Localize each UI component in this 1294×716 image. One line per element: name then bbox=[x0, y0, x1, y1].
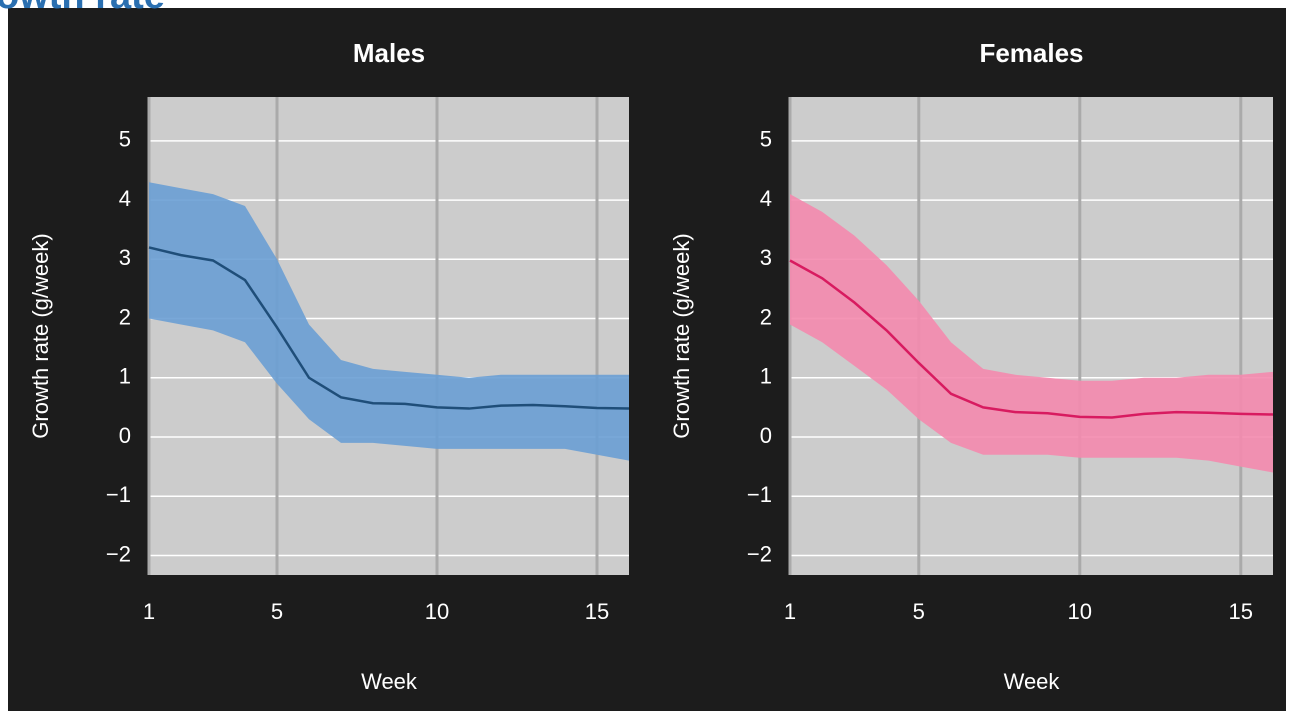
y-tick-label: 5 bbox=[119, 127, 131, 152]
y-tick-label: 2 bbox=[119, 304, 131, 329]
spread-band bbox=[790, 194, 1273, 473]
plot-background bbox=[149, 97, 629, 575]
y-tick-label: 3 bbox=[119, 245, 131, 270]
y-tick-label: 2 bbox=[760, 304, 772, 329]
y-tick-label: 0 bbox=[760, 423, 772, 448]
panel-title: Females bbox=[979, 38, 1083, 68]
page-title: owth rate bbox=[0, 0, 165, 17]
y-axis-label: Growth rate (g/week) bbox=[28, 233, 53, 438]
y-tick-label: 0 bbox=[119, 423, 131, 448]
x-tick-label: 10 bbox=[1068, 599, 1092, 624]
y-tick-label: 1 bbox=[119, 364, 131, 389]
mean-line bbox=[789, 259, 1274, 419]
mean-line bbox=[148, 246, 630, 410]
y-axis-label: Growth rate (g/week) bbox=[669, 233, 694, 438]
y-tick-label: 4 bbox=[119, 186, 131, 211]
y-tick-label: 4 bbox=[760, 186, 772, 211]
y-tick-label: 1 bbox=[760, 364, 772, 389]
x-tick-label: 15 bbox=[585, 599, 609, 624]
x-tick-label: 5 bbox=[271, 599, 283, 624]
x-tick-label: 1 bbox=[784, 599, 796, 624]
y-tick-label: −2 bbox=[106, 541, 131, 566]
x-tick-label: 5 bbox=[913, 599, 925, 624]
x-axis-label: Week bbox=[361, 669, 418, 694]
y-tick-label: −1 bbox=[747, 482, 772, 507]
y-tick-label: 5 bbox=[760, 127, 772, 152]
y-tick-label: −1 bbox=[106, 482, 131, 507]
x-axis-label: Week bbox=[1004, 669, 1061, 694]
y-tick-label: −2 bbox=[747, 541, 772, 566]
x-tick-label: 1 bbox=[143, 599, 155, 624]
x-tick-label: 10 bbox=[425, 599, 449, 624]
y-tick-label: 3 bbox=[760, 245, 772, 270]
panel-title: Males bbox=[353, 38, 425, 68]
x-tick-label: 15 bbox=[1229, 599, 1253, 624]
spread-band bbox=[149, 182, 629, 461]
